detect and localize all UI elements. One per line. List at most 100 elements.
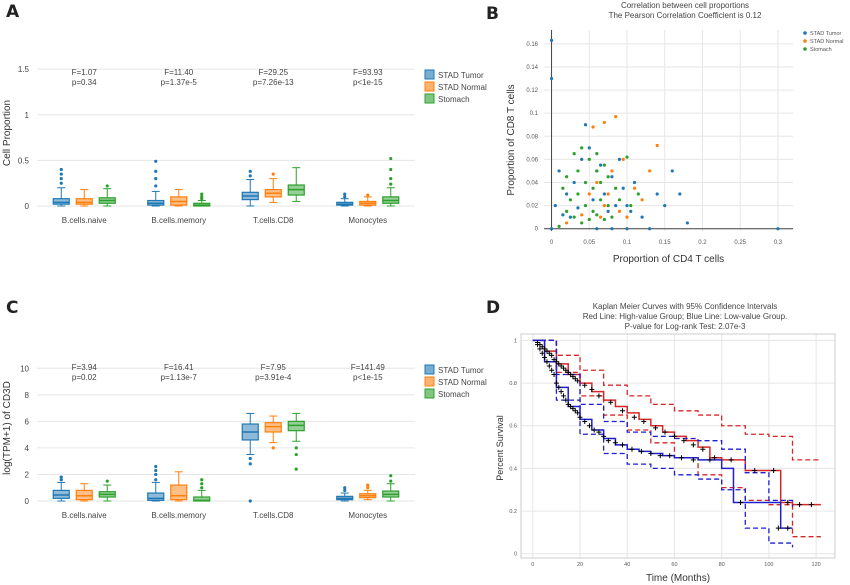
scatter-point xyxy=(602,203,606,208)
outlier-point xyxy=(366,486,370,490)
censor-mark xyxy=(591,427,597,433)
scatter-point xyxy=(583,123,588,127)
outlier-point xyxy=(59,167,63,172)
plot-frame xyxy=(520,333,836,559)
legend-swatch xyxy=(424,388,435,399)
scatter-point xyxy=(648,169,652,173)
censor-mark xyxy=(707,457,713,463)
scatter-cd4-cd8: Correlation between cell proportionsThe … xyxy=(506,1,844,265)
outlier-point xyxy=(154,472,158,477)
y-tick-label: 0.8 xyxy=(509,381,517,387)
legend-label: STAD Tumor xyxy=(810,31,842,37)
p-value-label: p=0.34 xyxy=(72,78,97,87)
scatter-point xyxy=(598,163,603,167)
f-statistic-label: F=93.93 xyxy=(353,68,383,77)
scatter-point xyxy=(610,175,614,179)
panel-label-b: B xyxy=(486,4,499,24)
y-tick-label: 10 xyxy=(20,364,29,373)
legend-marker xyxy=(803,39,807,43)
y-tick-label: 0 xyxy=(535,227,539,233)
censor-mark xyxy=(728,457,734,463)
legend-label: STAD Normal xyxy=(438,378,487,387)
scatter-point xyxy=(591,209,595,213)
scatter-point xyxy=(606,192,610,196)
legend-label: Stomach xyxy=(438,95,470,104)
legend-swatch xyxy=(424,364,435,375)
scatter-point xyxy=(655,143,659,148)
scatter-point xyxy=(583,180,588,185)
y-tick-label: 0.4 xyxy=(509,466,517,472)
p-value-label: p=0.02 xyxy=(72,373,97,382)
scatter-point xyxy=(561,213,565,217)
censor-mark xyxy=(560,393,566,399)
outlier-point xyxy=(154,464,158,469)
censor-mark xyxy=(620,442,626,448)
scatter-point xyxy=(549,38,554,42)
y-tick-label: 8 xyxy=(25,391,30,400)
box xyxy=(147,492,165,501)
censor-mark xyxy=(641,418,647,424)
p-value-label: p=1.13e-7 xyxy=(161,373,198,382)
scatter-point xyxy=(602,192,606,196)
legend-swatch xyxy=(424,93,435,104)
scatter-point xyxy=(572,215,576,219)
f-statistic-label: F=7.95 xyxy=(261,363,287,372)
legend-swatch xyxy=(424,81,435,92)
censor-mark xyxy=(563,397,569,403)
outlier-point xyxy=(59,475,63,479)
censor-mark xyxy=(586,423,592,429)
censor-mark xyxy=(542,354,548,360)
censor-mark xyxy=(577,414,583,420)
censor-mark xyxy=(679,455,685,461)
scatter-point xyxy=(614,186,618,190)
outlier-point xyxy=(343,195,347,199)
scatter-point xyxy=(568,215,573,219)
scatter-point xyxy=(617,157,622,161)
censor-mark xyxy=(582,418,588,424)
censor-mark xyxy=(808,502,814,508)
x-tick-label: 0.1 xyxy=(623,240,632,246)
y-tick-label: 6 xyxy=(25,417,30,426)
x-tick-label: 0 xyxy=(550,240,554,246)
censor-mark xyxy=(700,446,706,452)
scatter-point xyxy=(610,215,614,219)
censor-mark xyxy=(738,500,744,506)
scatter-point xyxy=(587,146,591,150)
y-tick-label: 0.06 xyxy=(526,157,538,163)
x-axis-label: Time (Months) xyxy=(646,573,710,584)
scatter-point xyxy=(587,217,591,222)
x-tick-label: 60 xyxy=(671,562,677,568)
censor-mark xyxy=(546,363,552,369)
outlier-point xyxy=(200,192,204,196)
scatter-point xyxy=(576,169,580,173)
f-statistic-label: F=141.49 xyxy=(351,363,386,372)
boxplot-cell-proportion: 0 0.5 1 1.5 Cell Proportion B.cells.naive F=1.… xyxy=(2,65,487,225)
censor-mark xyxy=(712,455,718,461)
scatter-point xyxy=(553,203,557,208)
scatter-point xyxy=(610,169,614,173)
censor-mark xyxy=(544,359,550,365)
scatter-point xyxy=(598,215,603,219)
scatter-point xyxy=(663,203,667,208)
outlier-point xyxy=(154,159,158,163)
censor-mark xyxy=(575,410,581,416)
outlier-point xyxy=(389,479,393,483)
y-tick-label: 0 xyxy=(25,202,30,211)
scatter-point xyxy=(595,152,599,156)
censor-mark xyxy=(681,438,687,444)
scatter-point xyxy=(587,157,591,161)
censor-mark xyxy=(556,384,562,390)
legend-label: STAD Tumor xyxy=(438,71,484,80)
scatter-point xyxy=(625,215,629,219)
scatter-point xyxy=(625,203,629,208)
y-tick-label: 0 xyxy=(514,552,517,558)
scatter-point xyxy=(670,169,674,173)
scatter-point xyxy=(595,180,599,185)
survival-line xyxy=(532,339,821,506)
chart-title: Kaplan Meier Curves with 95% Confidence … xyxy=(593,302,778,311)
scatter-point xyxy=(621,157,625,161)
scatter-point xyxy=(580,213,584,217)
p-value-label: p=7.26e-13 xyxy=(253,78,294,87)
censor-mark xyxy=(575,378,581,384)
censor-mark xyxy=(601,433,607,439)
